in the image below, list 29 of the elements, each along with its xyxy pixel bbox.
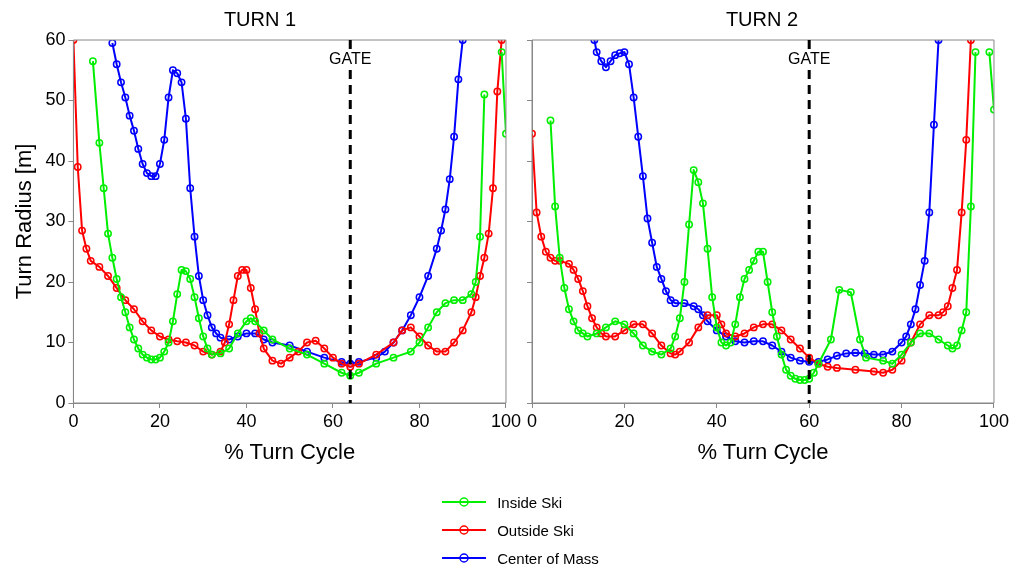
y-tick-label: 40 xyxy=(45,149,66,170)
y-tick-label: 50 xyxy=(45,89,66,110)
x-tick-label: 100 xyxy=(978,410,1010,431)
y-tick-label: 0 xyxy=(55,391,66,412)
legend-label: Center of Mass xyxy=(497,549,599,567)
x-tick-label: 100 xyxy=(490,410,522,431)
y-tick-label: 10 xyxy=(45,331,66,352)
chart-title: TURN 2 xyxy=(725,7,799,30)
ref-line-label: GATE xyxy=(788,50,831,68)
legend-label: Outside Ski xyxy=(497,521,574,539)
x-tick-label: 60 xyxy=(322,410,343,431)
y-tick-label: 60 xyxy=(45,28,66,49)
y-tick-label: 20 xyxy=(45,270,66,291)
y-tick-label: 30 xyxy=(45,210,66,231)
x-tick-label: 40 xyxy=(706,410,727,431)
x-tick-label: 0 xyxy=(527,410,538,431)
chart-title: TURN 1 xyxy=(223,7,297,30)
x-tick-label: 20 xyxy=(149,410,170,431)
ref-line-label: GATE xyxy=(329,50,372,68)
x-axis-title: % Turn Cycle xyxy=(697,438,829,464)
x-tick-label: 60 xyxy=(799,410,820,431)
x-tick-label: 0 xyxy=(68,410,79,431)
x-axis-title: % Turn Cycle xyxy=(224,438,356,464)
x-tick-label: 80 xyxy=(409,410,430,431)
y-axis-title: Turn Radius [m] xyxy=(11,143,37,300)
x-tick-label: 40 xyxy=(236,410,257,431)
legend-label: Inside Ski xyxy=(497,493,563,511)
x-tick-label: 20 xyxy=(614,410,635,431)
x-tick-label: 80 xyxy=(891,410,912,431)
